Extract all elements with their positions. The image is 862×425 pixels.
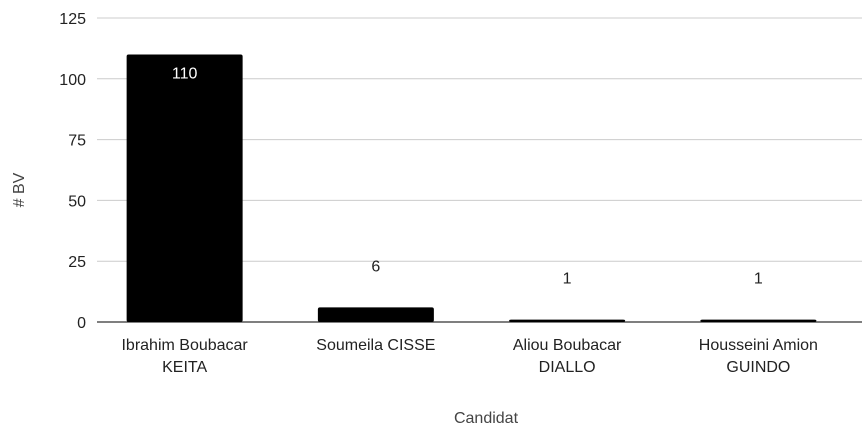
data-label: 110: [172, 65, 198, 82]
x-axis-title: Candidat: [454, 410, 519, 425]
x-tick-label: DIALLO: [539, 359, 596, 376]
y-axis-title: # BV: [11, 172, 28, 207]
x-tick-label: Aliou Boubacar: [513, 337, 622, 354]
y-tick-label: 100: [59, 72, 86, 89]
x-tick-label: Ibrahim Boubacar: [121, 337, 248, 354]
y-tick-label: 75: [68, 133, 86, 150]
data-label: 1: [563, 271, 572, 288]
bar: [700, 319, 817, 322]
x-axis-ticks: Ibrahim Boubacar KEITA Soumeila CISSE Aliou…: [121, 337, 817, 376]
bars: [126, 54, 817, 322]
x-tick-label: GUINDO: [726, 359, 790, 376]
x-tick-label: Soumeila CISSE: [316, 337, 435, 354]
y-tick-label: 0: [77, 315, 86, 332]
data-label: 1: [754, 271, 763, 288]
bar: [126, 54, 243, 322]
bar: [317, 307, 434, 322]
data-label: 6: [371, 258, 380, 275]
x-tick-label: Housseini Amion: [699, 337, 818, 354]
y-axis-ticks: 0 25 50 75 100 125: [59, 11, 86, 332]
y-tick-label: 50: [68, 193, 86, 210]
bar: [509, 319, 626, 322]
data-labels: 110 6 1 1: [172, 65, 763, 287]
y-tick-label: 125: [59, 11, 86, 28]
y-tick-label: 25: [68, 254, 86, 271]
x-tick-label: KEITA: [162, 359, 207, 376]
